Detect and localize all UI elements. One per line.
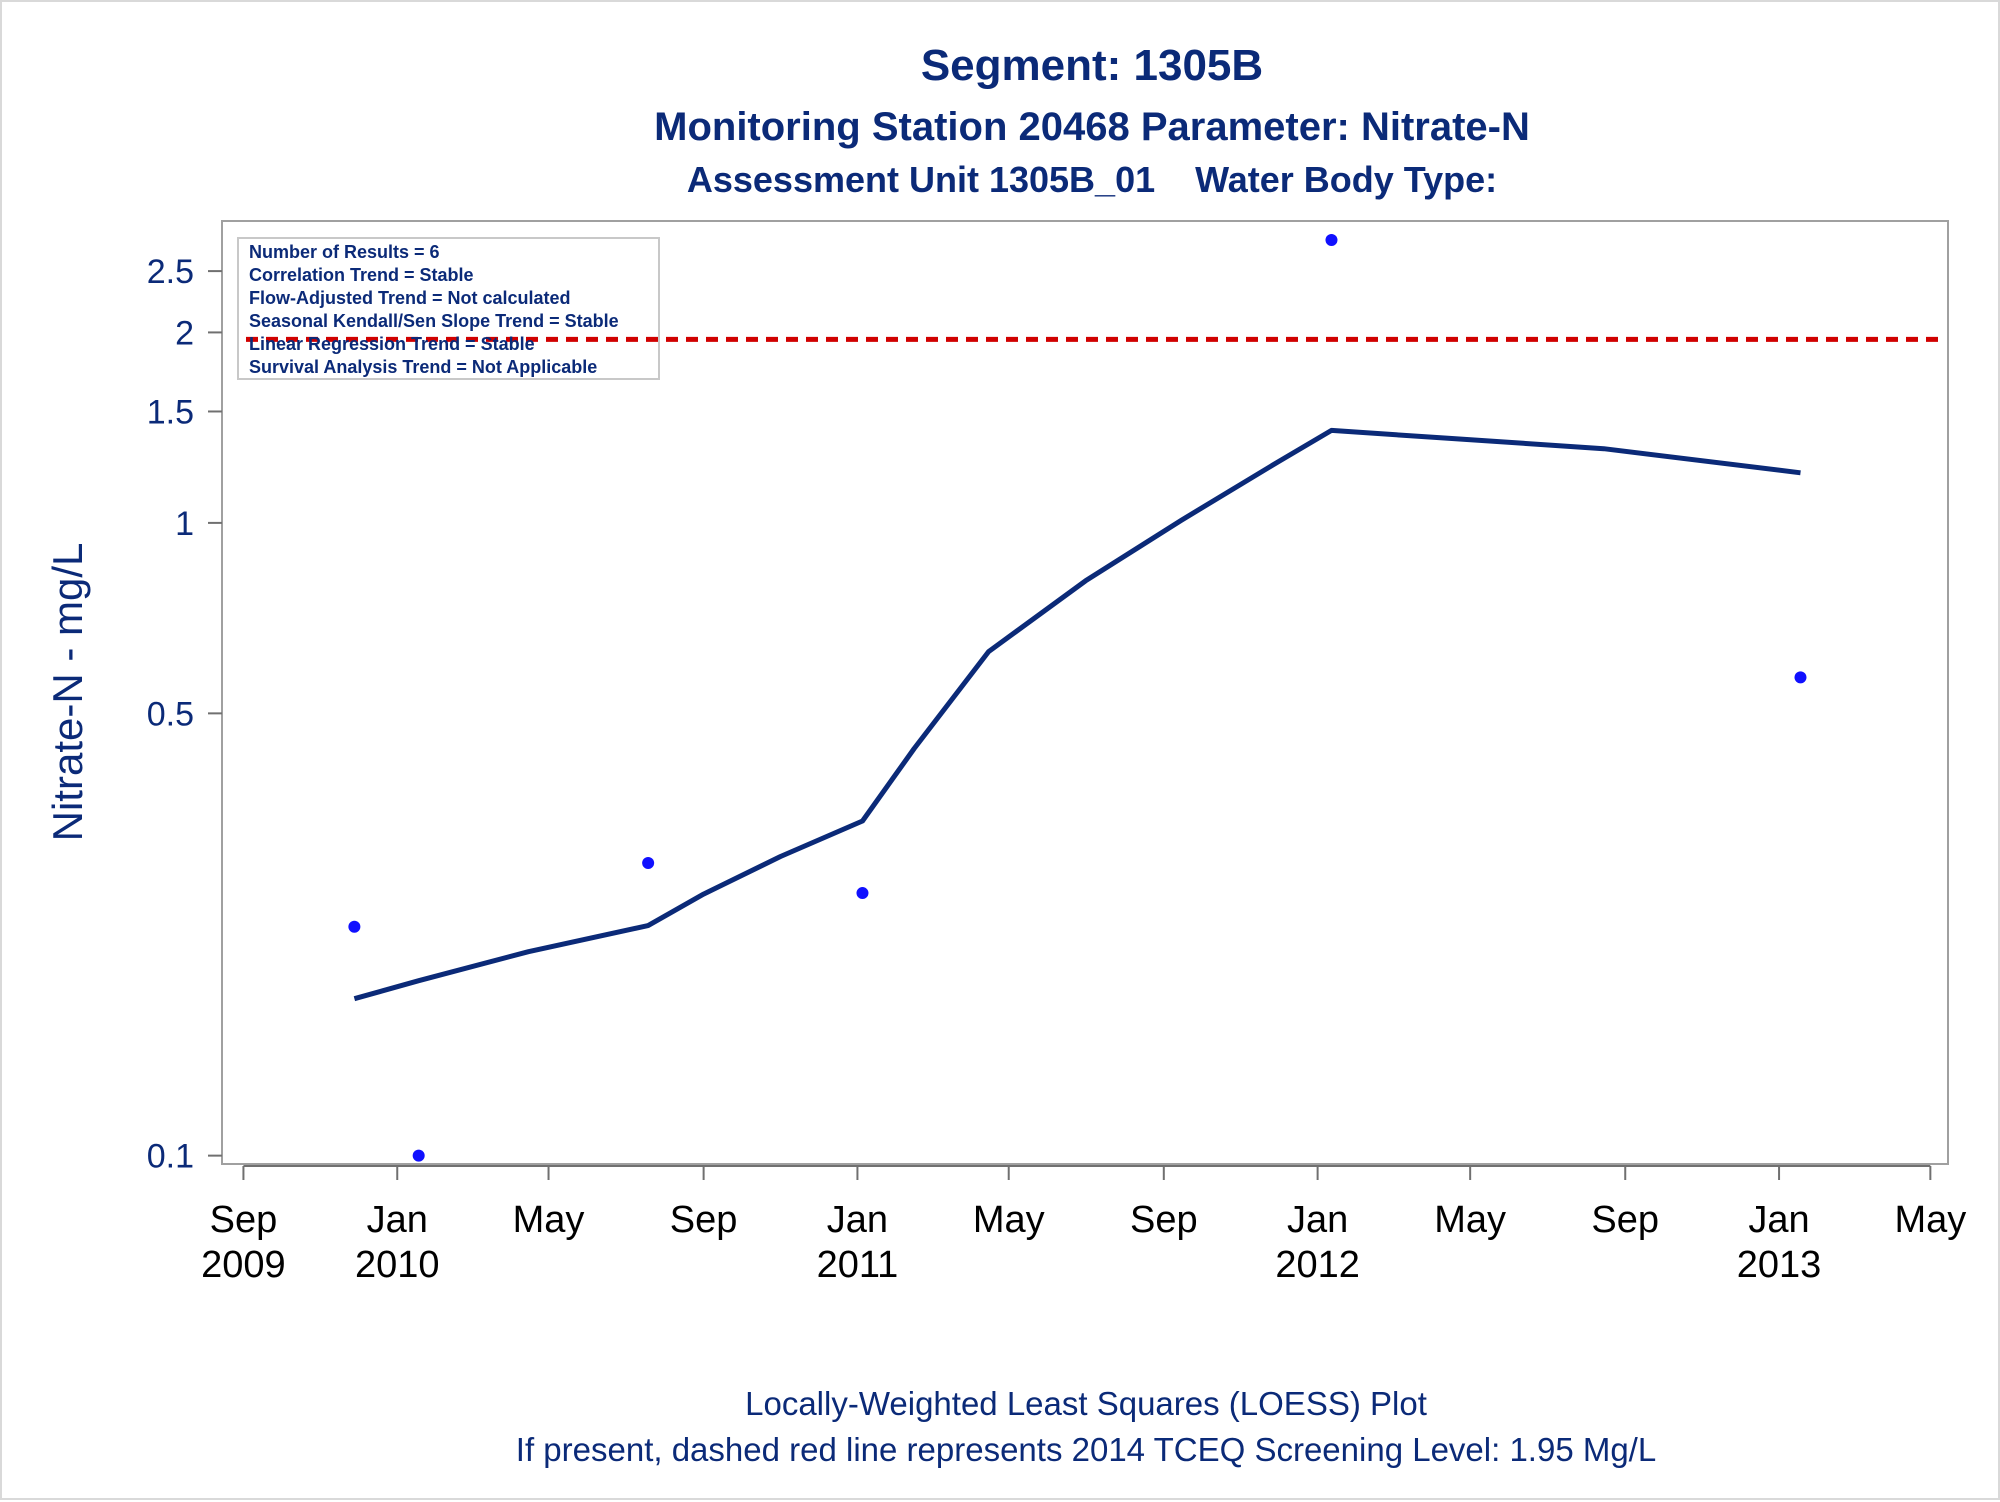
plot-area-frame (221, 220, 1949, 1165)
y-tick-label: 1 (175, 505, 194, 543)
x-tick-label: Sep (670, 1199, 738, 1241)
data-point (642, 857, 655, 870)
inset-line-results: Number of Results = 6 (249, 242, 440, 262)
x-tick-label: Sep (1130, 1199, 1198, 1241)
y-axis-label: Nitrate-N - mg/L (44, 543, 91, 842)
y-tick-label: 0.1 (147, 1138, 194, 1176)
y-tick-label: 1.5 (147, 393, 194, 431)
chart-title: Segment: 1305B (921, 41, 1263, 90)
loess-layer (353, 427, 1801, 1002)
x-tick-label: May (513, 1199, 585, 1241)
statistics-inset: Number of Results = 6 Correlation Trend … (237, 237, 660, 380)
data-point (856, 887, 869, 900)
y-tick-label: 2.5 (147, 253, 194, 291)
inset-line-linear-regression: Linear Regression Trend = Stable (249, 334, 535, 354)
inset-line-flow-adjusted: Flow-Adjusted Trend = Not calculated (249, 288, 571, 308)
data-point (412, 1149, 425, 1162)
x-tick-year-label: 2011 (817, 1244, 899, 1286)
x-tick-year-label: 2009 (201, 1244, 286, 1286)
y-tick-label: 2 (175, 314, 194, 352)
x-tick-label: Jan (1287, 1199, 1348, 1241)
chart-subtitle-station: Monitoring Station 20468 Parameter: Nitr… (654, 105, 1530, 149)
x-tick-year-label: 2013 (1737, 1244, 1822, 1286)
loess-line (353, 427, 1801, 1002)
inset-line-seasonal-kendall: Seasonal Kendall/Sen Slope Trend = Stabl… (249, 311, 619, 331)
x-tick-label: Sep (1591, 1199, 1659, 1241)
y-tick-label: 0.5 (147, 695, 194, 733)
footnote-screening-level: If present, dashed red line represents 2… (516, 1431, 1656, 1468)
points-layer (348, 233, 1807, 1162)
x-tick-label: Jan (827, 1199, 888, 1241)
data-point (1794, 671, 1807, 684)
x-tick-year-label: 2010 (355, 1244, 440, 1286)
y-axis: 0.1 0.5 1 1.5 2 2.5 (147, 253, 222, 1176)
x-tick-label: May (973, 1199, 1045, 1241)
statistics-inset-box (237, 237, 660, 380)
inset-line-correlation: Correlation Trend = Stable (249, 265, 474, 285)
x-tick-label: Jan (367, 1199, 428, 1241)
x-tick-label: May (1894, 1199, 1966, 1241)
chart-subtitle-assessment-unit: Assessment Unit 1305B_01 Water Body Type… (687, 159, 1497, 200)
x-tick-year-label: 2012 (1275, 1244, 1360, 1286)
inset-line-survival-analysis: Survival Analysis Trend = Not Applicable (249, 357, 597, 377)
x-tick-label: Sep (210, 1199, 278, 1241)
x-tick-label: May (1434, 1199, 1506, 1241)
data-point (1325, 233, 1338, 246)
footnote-loess: Locally-Weighted Least Squares (LOESS) P… (745, 1385, 1427, 1422)
data-point (348, 920, 361, 933)
x-tick-label: Jan (1748, 1199, 1809, 1241)
